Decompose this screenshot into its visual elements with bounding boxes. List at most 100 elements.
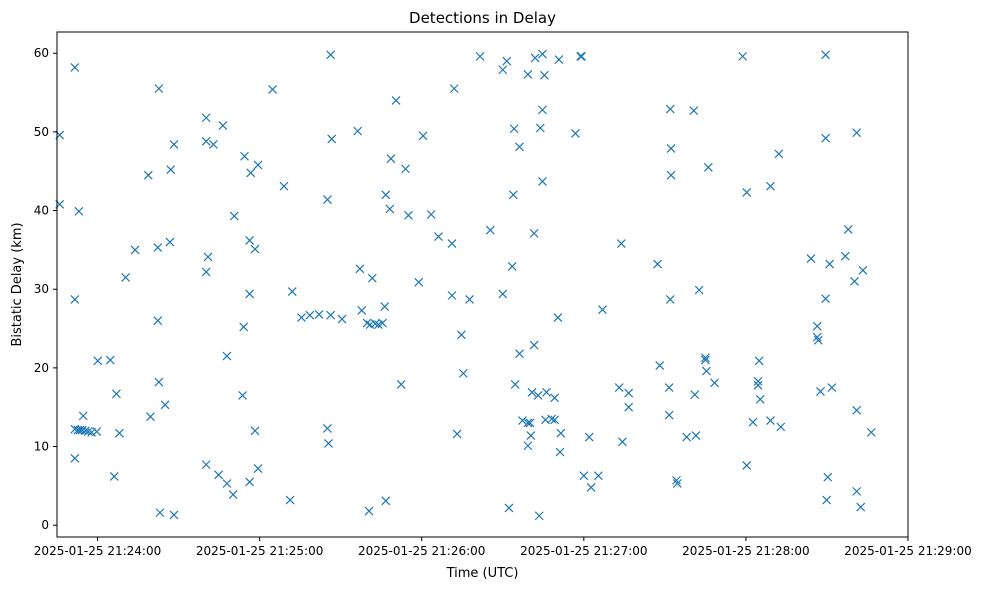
data-point bbox=[508, 190, 518, 200]
data-point bbox=[297, 313, 306, 322]
data-point bbox=[666, 170, 676, 180]
data-point bbox=[378, 318, 387, 328]
data-point bbox=[825, 259, 835, 269]
data-point bbox=[337, 314, 347, 324]
data-point bbox=[694, 285, 704, 295]
data-point bbox=[843, 225, 853, 234]
data-point bbox=[426, 210, 436, 219]
x-tick-label: 2025-01-25 21:29:00 bbox=[844, 544, 971, 558]
data-point bbox=[584, 432, 594, 442]
data-point bbox=[153, 316, 163, 326]
data-point bbox=[418, 131, 428, 141]
data-point bbox=[586, 483, 596, 492]
x-axis-ticks: 2025-01-25 21:24:00 2025-01-25 21:25:00 20… bbox=[34, 537, 972, 558]
data-point bbox=[821, 294, 831, 304]
data-point bbox=[154, 84, 164, 94]
data-point bbox=[509, 124, 519, 134]
data-point bbox=[160, 400, 170, 410]
data-point bbox=[326, 50, 336, 60]
data-point bbox=[507, 261, 517, 271]
y-tick-label: 50 bbox=[34, 125, 49, 139]
data-point bbox=[353, 126, 363, 136]
data-point bbox=[253, 464, 263, 473]
data-point bbox=[748, 417, 758, 427]
data-point bbox=[504, 503, 514, 513]
data-point bbox=[523, 418, 533, 428]
y-tick-label: 40 bbox=[34, 204, 49, 218]
data-point bbox=[245, 236, 255, 245]
data-point bbox=[738, 51, 748, 61]
data-point bbox=[201, 460, 211, 470]
data-point bbox=[529, 340, 539, 350]
x-tick-label: 2025-01-25 21:25:00 bbox=[196, 544, 323, 558]
x-tick-label: 2025-01-25 21:28:00 bbox=[682, 544, 809, 558]
data-point bbox=[396, 379, 406, 389]
data-point bbox=[742, 460, 752, 470]
data-point bbox=[465, 295, 474, 304]
data-point bbox=[324, 438, 333, 448]
data-point bbox=[114, 428, 124, 438]
data-point bbox=[154, 377, 164, 387]
data-point bbox=[550, 393, 560, 403]
data-point bbox=[201, 136, 211, 146]
data-point bbox=[355, 264, 365, 274]
data-point bbox=[73, 425, 83, 435]
data-point bbox=[285, 495, 295, 505]
data-point bbox=[246, 168, 256, 178]
data-point bbox=[169, 510, 179, 520]
data-point bbox=[208, 140, 218, 149]
data-point bbox=[823, 472, 833, 482]
y-axis-label: Bistatic Delay (km) bbox=[10, 222, 25, 346]
data-point bbox=[666, 143, 676, 153]
data-point bbox=[571, 129, 580, 138]
data-point bbox=[840, 251, 850, 261]
data-point bbox=[515, 142, 524, 152]
data-point bbox=[381, 496, 391, 506]
data-point bbox=[326, 310, 336, 320]
data-point bbox=[710, 378, 719, 388]
data-point bbox=[598, 305, 607, 315]
data-point bbox=[498, 289, 508, 299]
data-point bbox=[526, 431, 536, 440]
data-point bbox=[672, 479, 682, 488]
data-point bbox=[691, 431, 701, 440]
data-point bbox=[554, 55, 564, 64]
data-points bbox=[55, 49, 876, 521]
data-point bbox=[614, 383, 624, 392]
data-point bbox=[593, 471, 603, 481]
data-point bbox=[858, 265, 868, 275]
data-point bbox=[447, 291, 457, 300]
data-point bbox=[816, 387, 825, 396]
data-point bbox=[228, 490, 238, 499]
data-point bbox=[70, 62, 80, 72]
data-point bbox=[665, 104, 675, 114]
data-point bbox=[364, 506, 374, 516]
x-tick-label: 2025-01-25 21:26:00 bbox=[358, 544, 485, 558]
data-point bbox=[852, 405, 862, 415]
data-point bbox=[214, 470, 223, 480]
data-point bbox=[742, 188, 752, 197]
data-point bbox=[827, 383, 837, 392]
data-point bbox=[664, 383, 674, 392]
data-point bbox=[386, 154, 396, 164]
data-point bbox=[774, 149, 784, 159]
data-point bbox=[812, 321, 822, 331]
data-point bbox=[250, 426, 260, 436]
data-point bbox=[165, 237, 175, 247]
data-point bbox=[109, 472, 119, 481]
data-point bbox=[806, 254, 816, 263]
data-point bbox=[404, 210, 413, 220]
data-point bbox=[83, 427, 93, 437]
data-point bbox=[538, 105, 547, 115]
data-point bbox=[821, 133, 831, 143]
data-point bbox=[74, 206, 84, 216]
data-point bbox=[553, 313, 563, 322]
data-point bbox=[201, 113, 211, 123]
data-point bbox=[550, 415, 560, 425]
data-point bbox=[813, 335, 823, 345]
data-point bbox=[279, 181, 289, 191]
data-point bbox=[78, 411, 88, 421]
data-point bbox=[576, 51, 585, 61]
data-point bbox=[146, 412, 155, 422]
data-point bbox=[70, 295, 80, 304]
